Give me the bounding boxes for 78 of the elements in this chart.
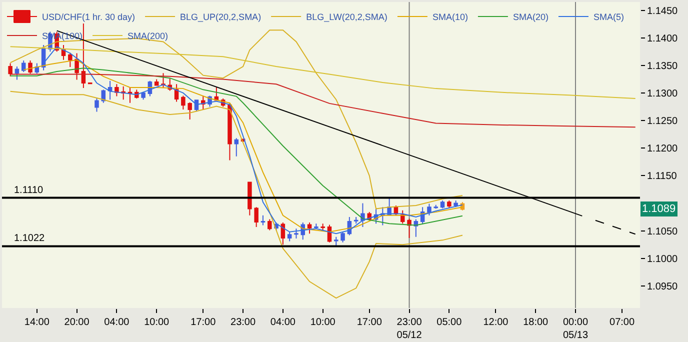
x-tick-label: 10:00 bbox=[310, 317, 336, 328]
candlestick bbox=[128, 86, 132, 104]
candlestick bbox=[307, 222, 312, 234]
candlestick bbox=[61, 44, 66, 60]
x-tick-label: 05:00 bbox=[436, 317, 462, 328]
x-tick-label: 12:00 bbox=[483, 317, 509, 328]
legend-label: SMA(20) bbox=[512, 12, 548, 22]
candlestick bbox=[294, 228, 298, 240]
x-tick-label: 10:00 bbox=[144, 317, 170, 328]
candlestick bbox=[454, 200, 458, 208]
x-tick-label: 00:00 05/13 bbox=[562, 317, 588, 341]
candlestick bbox=[407, 218, 412, 238]
y-tick-label: 1.1350 bbox=[647, 60, 678, 72]
ref-line-label: 1.1022 bbox=[14, 233, 46, 244]
candlestick bbox=[248, 182, 252, 216]
x-tick-label: 17:00 bbox=[356, 317, 382, 328]
y-tick-label: 1.1000 bbox=[647, 254, 678, 265]
x-tick-label: 14:00 bbox=[24, 317, 50, 328]
line-series bbox=[10, 30, 463, 210]
x-tick-label: 23:00 05/12 bbox=[396, 317, 422, 341]
x-tick-label: 18:00 bbox=[523, 317, 549, 328]
candlestick bbox=[434, 204, 438, 210]
line-series bbox=[10, 90, 463, 299]
candlestick bbox=[8, 62, 12, 77]
y-tick-label: 1.1400 bbox=[647, 33, 678, 44]
line-series bbox=[10, 74, 636, 128]
candlestick bbox=[181, 95, 186, 110]
candlestick bbox=[340, 231, 345, 243]
candlestick bbox=[427, 203, 432, 216]
candlestick bbox=[154, 78, 159, 86]
line-series bbox=[10, 46, 636, 99]
legend-label: USD/CHF(1 hr. 30 day) bbox=[42, 12, 136, 22]
candlestick bbox=[108, 80, 112, 100]
candlestick bbox=[28, 60, 32, 74]
candlestick bbox=[141, 92, 146, 100]
annotation: 1.1089 bbox=[642, 203, 676, 215]
legend-label: SMA(10) bbox=[432, 12, 468, 22]
candlestick bbox=[228, 102, 232, 161]
candlestick bbox=[268, 218, 272, 231]
candlestick bbox=[254, 206, 258, 228]
legend-label: BLG_LW(20,2,SMA) bbox=[306, 12, 388, 22]
candlestick bbox=[234, 138, 239, 157]
candlestick bbox=[440, 200, 445, 209]
legend-label: BLG_UP(20,2,SMA) bbox=[180, 12, 262, 22]
legend-label: SMA(200) bbox=[128, 31, 168, 42]
candlestick bbox=[260, 214, 266, 226]
candlestick bbox=[314, 223, 318, 230]
candlestick bbox=[447, 200, 452, 208]
x-tick-label: 23:00 bbox=[230, 317, 256, 328]
y-tick-label: 1.1450 bbox=[647, 6, 678, 17]
candlestick bbox=[400, 210, 405, 224]
x-tick-label: 04:00 bbox=[270, 317, 296, 328]
y-tick-label: 1.1300 bbox=[647, 88, 678, 100]
y-tick-label: 1.1150 bbox=[647, 171, 678, 182]
legend-label: SMA(5) bbox=[593, 12, 624, 22]
y-tick-label: 1.1200 bbox=[647, 144, 678, 155]
candlestick bbox=[14, 66, 20, 80]
x-tick-label: 07:00 bbox=[610, 317, 635, 328]
candlestick bbox=[188, 102, 192, 120]
candlestick bbox=[174, 84, 179, 102]
candlestick bbox=[68, 52, 72, 68]
x-tick-label: 17:00 bbox=[190, 317, 216, 328]
candlestick bbox=[161, 72, 166, 88]
candlestick bbox=[81, 23, 86, 89]
x-tick-label: 20:00 bbox=[64, 317, 90, 328]
y-tick-label: 1.1050 bbox=[647, 226, 678, 238]
x-tick-label: 04:00 bbox=[104, 317, 130, 328]
candlestick bbox=[94, 98, 99, 112]
candlestick bbox=[354, 216, 358, 224]
y-tick-label: 1.0950 bbox=[647, 281, 678, 292]
y-tick-label: 1.1250 bbox=[647, 116, 678, 128]
candlestick bbox=[287, 231, 292, 242]
candlestick bbox=[21, 60, 26, 73]
candlestick bbox=[280, 222, 286, 246]
candlestick bbox=[320, 223, 325, 231]
ref-line-label: 1.1110 bbox=[14, 185, 44, 196]
candlestick bbox=[334, 236, 338, 246]
candlestick bbox=[121, 86, 126, 100]
